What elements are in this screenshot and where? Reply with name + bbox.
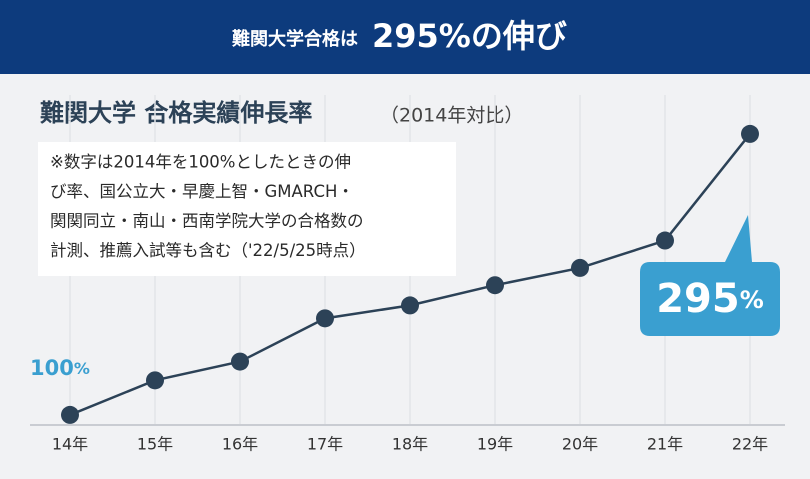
- data-point: [486, 276, 504, 295]
- x-tick-label: 17年: [307, 435, 343, 454]
- data-point: [61, 405, 79, 424]
- x-tick-label: 21年: [647, 435, 683, 454]
- data-point: [741, 124, 759, 143]
- chart-subtitle: （2014年対比）: [380, 105, 523, 127]
- note-line: 関関同立・南山・西南学院大学の合格数の: [50, 212, 364, 231]
- header-band: [0, 0, 810, 74]
- data-point: [231, 352, 249, 371]
- x-tick-label: 22年: [732, 435, 768, 454]
- x-tick-label: 15年: [137, 435, 173, 454]
- note-box: [38, 142, 456, 276]
- value-label: 295%: [656, 276, 764, 322]
- x-tick-label: 20年: [562, 435, 598, 454]
- value-label-number: 295: [656, 276, 740, 322]
- note-line: ※数字は2014年を100%としたときの伸: [50, 153, 351, 172]
- x-tick-label: 14年: [52, 435, 88, 454]
- data-point: [656, 231, 674, 250]
- header-lead: 難関大学合格は: [232, 28, 358, 50]
- note-line: び率、国公立大・早慶上智・GMARCH・: [50, 182, 354, 201]
- note-line: 計測、推薦入試等も含む（'22/5/25時点）: [50, 241, 366, 260]
- data-point: [146, 371, 164, 390]
- chart-title: 難関大学 合格実績伸長率: [40, 99, 312, 127]
- header-highlight: 295%の伸び: [372, 17, 567, 55]
- value-label-number: 100: [30, 356, 74, 380]
- x-tick-label: 19年: [477, 435, 513, 454]
- x-tick-label: 16年: [222, 435, 258, 454]
- value-label-unit: %: [74, 358, 90, 377]
- x-tick-label: 18年: [392, 435, 428, 454]
- data-point: [571, 258, 589, 277]
- data-point: [316, 309, 334, 328]
- value-label: 100%: [30, 356, 90, 380]
- value-label-unit: %: [740, 286, 764, 314]
- callout: [640, 215, 780, 336]
- data-point: [401, 296, 419, 315]
